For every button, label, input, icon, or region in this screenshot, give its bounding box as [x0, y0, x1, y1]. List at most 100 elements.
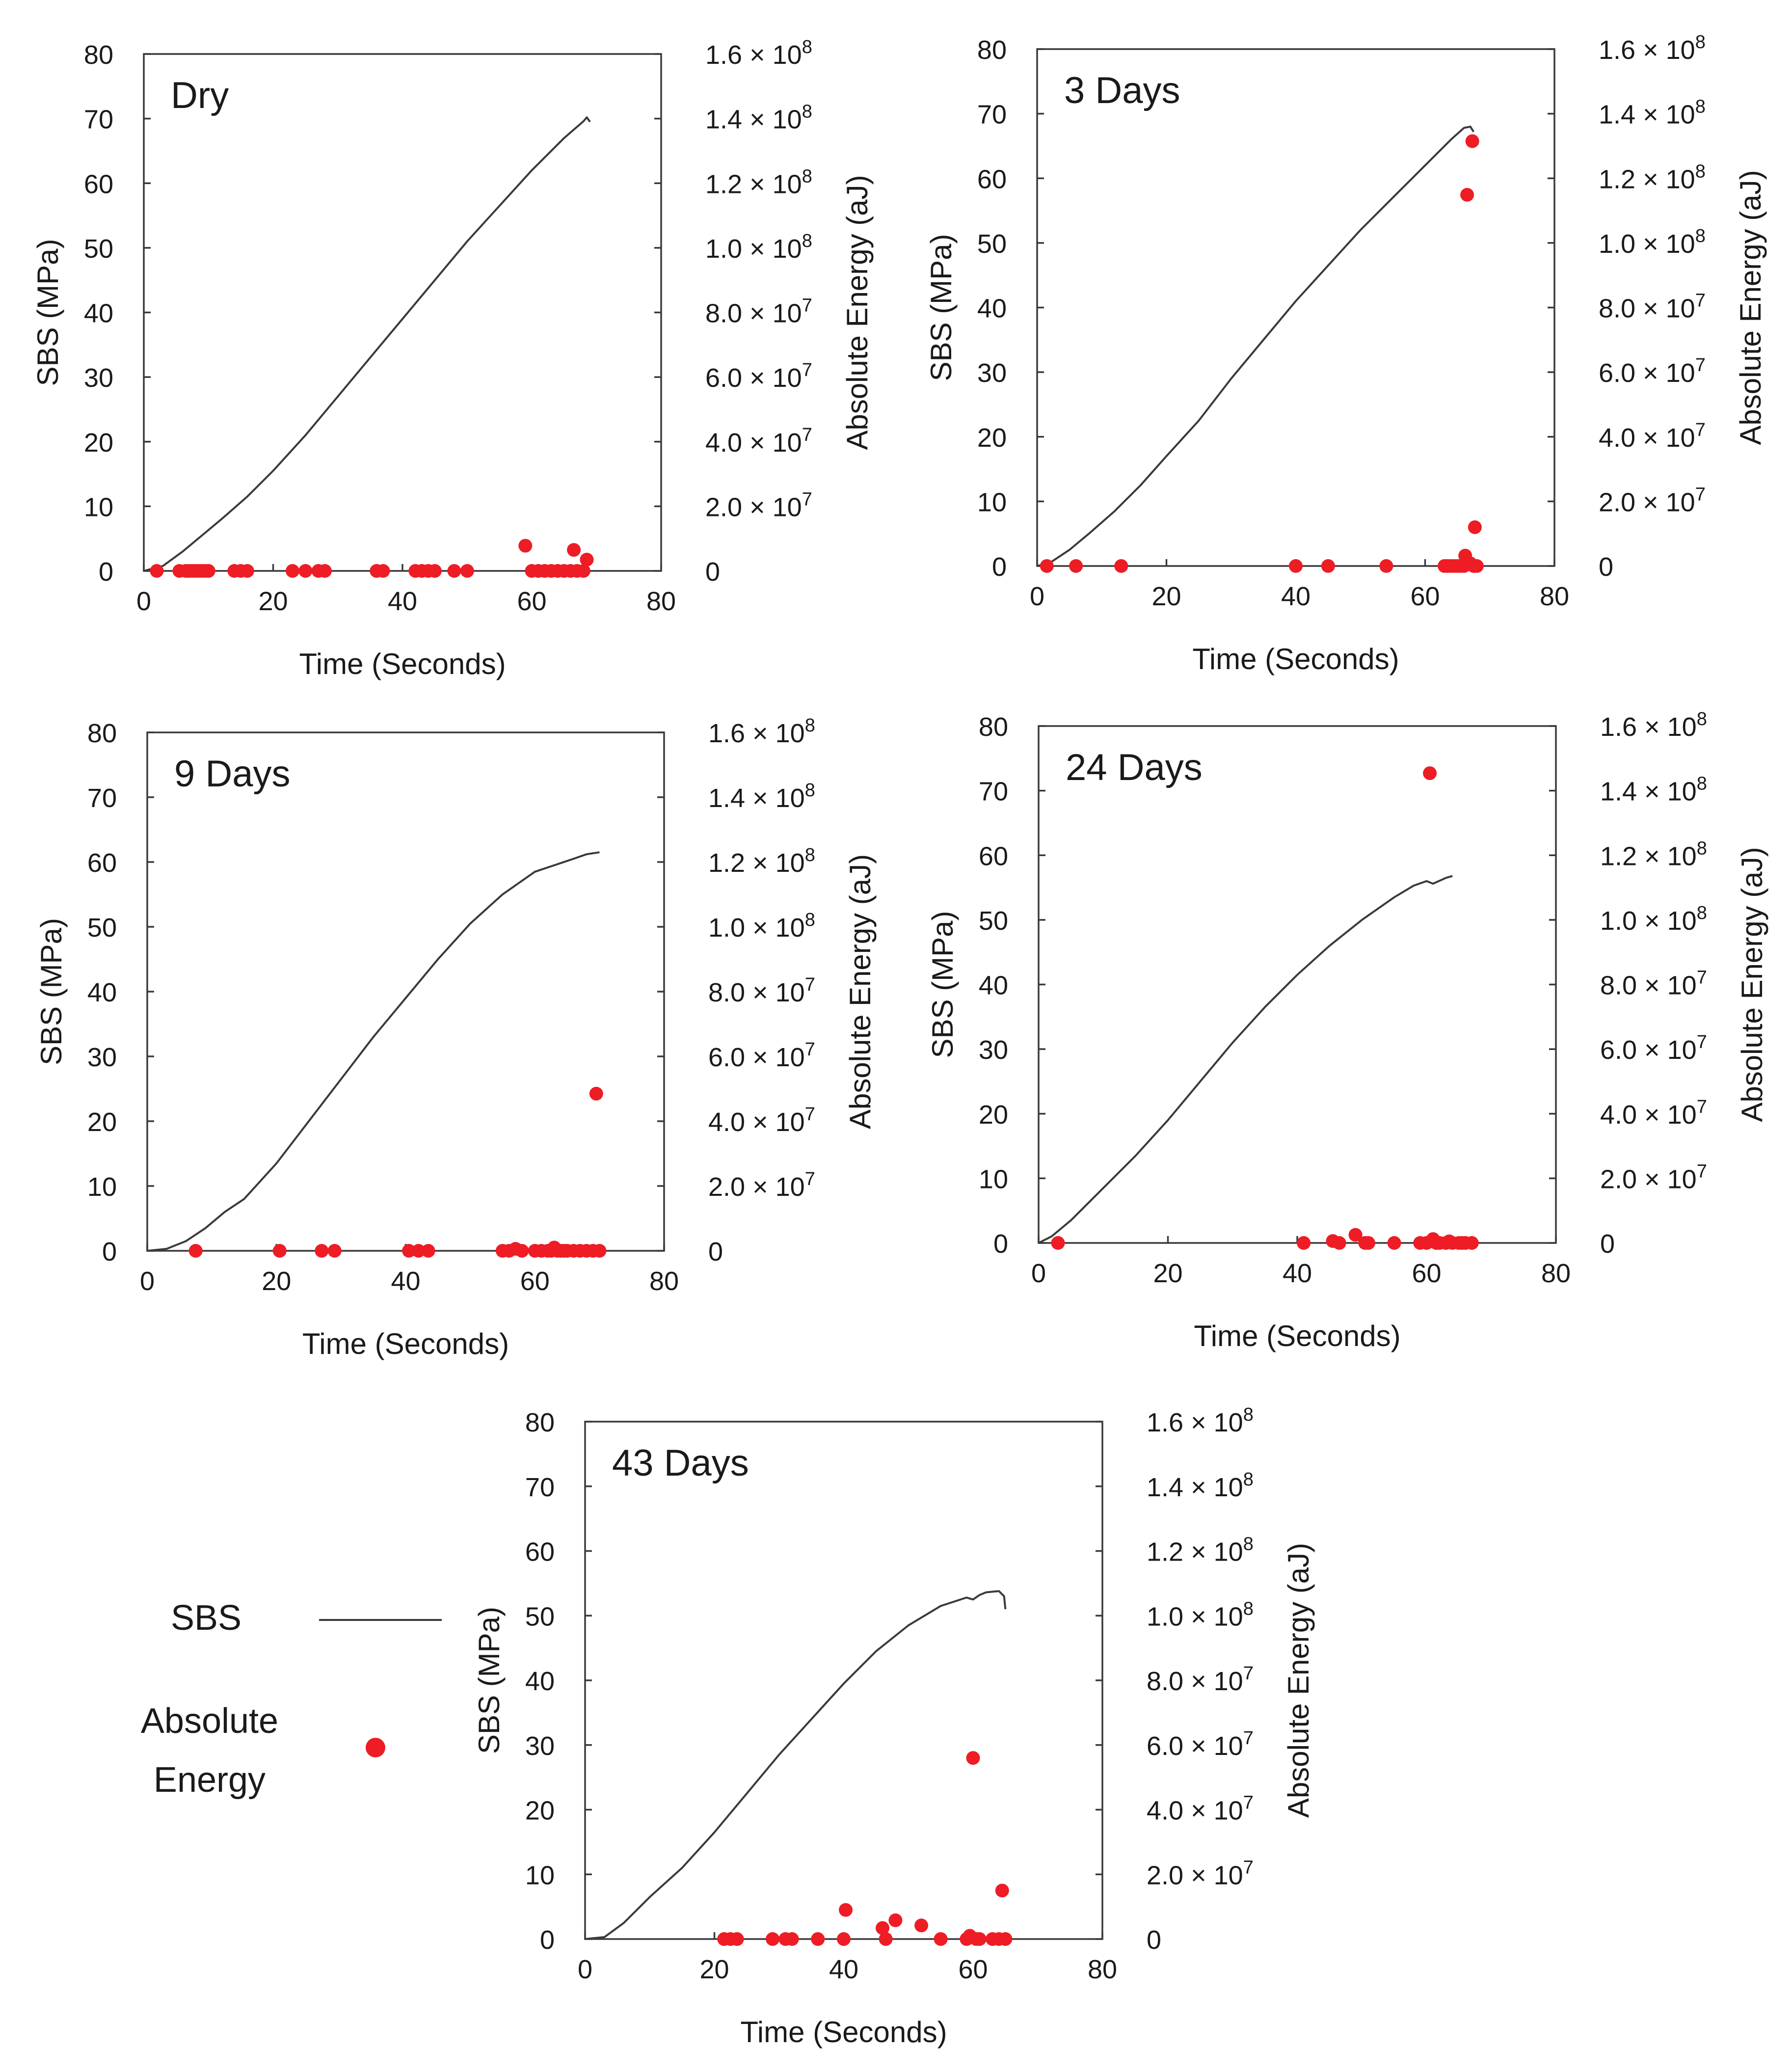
x-axis-label: Time (Seconds) — [299, 647, 506, 680]
panel-title: 24 Days — [1066, 747, 1203, 788]
x-tick-label: 80 — [1540, 582, 1569, 611]
y-tick-label: 0 — [993, 1229, 1008, 1259]
x-tick-label: 60 — [520, 1267, 550, 1296]
sbs-series-line — [143, 116, 591, 572]
y-tick-label: 50 — [977, 229, 1007, 259]
x-tick-label: 60 — [958, 1955, 988, 1984]
y2-tick-label: 4.0 × 107 — [1147, 1793, 1254, 1826]
y-tick-label: 30 — [87, 1043, 117, 1072]
x-tick-label: 0 — [140, 1267, 155, 1296]
y2-tick-label: 4.0 × 107 — [1599, 420, 1706, 453]
y-axis-label: SBS (MPa) — [925, 234, 958, 381]
energy-point — [914, 1918, 929, 1933]
energy-point — [1465, 134, 1479, 148]
y2-tick-label: 0 — [708, 1237, 723, 1267]
y2-tick-label: 2.0 × 107 — [1599, 484, 1706, 517]
energy-point — [327, 1244, 342, 1258]
y-tick-label: 0 — [540, 1925, 555, 1955]
x-axis-label: Time (Seconds) — [740, 2016, 947, 2049]
y-tick-label: 20 — [977, 423, 1007, 453]
y-tick-label: 80 — [84, 40, 113, 70]
energy-point — [1289, 559, 1303, 573]
energy-point — [730, 1932, 744, 1946]
energy-point — [580, 553, 594, 566]
chart-panel-3: 9 Days 0 20 40 60 80 0 10 20 30 40 50 60 70 80 0 2.0 × 1… — [35, 715, 877, 1360]
y-tick-label: 80 — [979, 712, 1008, 742]
y-tick-label: 40 — [84, 299, 113, 328]
y2-tick-label: 1.6 × 108 — [1147, 1404, 1254, 1437]
energy-point — [592, 1244, 607, 1258]
y2-tick-label: 6.0 × 107 — [705, 360, 812, 393]
energy-point — [1470, 559, 1484, 573]
energy-point — [995, 1884, 1009, 1898]
y-tick-label: 60 — [977, 164, 1007, 194]
y-axis-label: SBS (MPa) — [473, 1607, 506, 1754]
x-tick-label: 80 — [649, 1267, 679, 1296]
energy-point — [240, 564, 254, 578]
y2-tick-label: 6.0 × 107 — [708, 1039, 815, 1072]
energy-point — [447, 564, 461, 578]
energy-point — [1069, 559, 1083, 573]
y2-tick-label: 2.0 × 107 — [1600, 1161, 1707, 1194]
y2-tick-label: 1.6 × 108 — [705, 37, 812, 70]
y-tick-label: 20 — [84, 428, 113, 458]
y2-tick-label: 0 — [1599, 552, 1613, 582]
y2-tick-label: 4.0 × 107 — [708, 1104, 815, 1137]
sbs-series-line — [585, 1590, 1007, 1940]
y2-tick-label: 8.0 × 107 — [1600, 968, 1707, 1000]
energy-point — [272, 1244, 287, 1258]
energy-point — [402, 1244, 416, 1258]
y2-tick-label: 1.2 × 108 — [705, 166, 812, 199]
energy-point — [1114, 559, 1128, 573]
y-tick-label: 0 — [99, 557, 113, 587]
y-tick-label: 70 — [525, 1473, 555, 1502]
panel-title: 3 Days — [1064, 70, 1180, 111]
y-tick-label: 40 — [87, 978, 117, 1007]
y-tick-label: 60 — [87, 848, 117, 878]
y2-tick-label: 1.2 × 108 — [1147, 1534, 1254, 1567]
x-tick-label: 20 — [699, 1955, 729, 1984]
y2-tick-label: 1.0 × 108 — [708, 910, 815, 943]
y-tick-label: 30 — [979, 1035, 1008, 1065]
y-axis-label: SBS (MPa) — [31, 239, 64, 386]
energy-point — [972, 1932, 987, 1946]
y2-tick-label: 1.4 × 108 — [1600, 774, 1707, 807]
y-tick-label: 60 — [525, 1537, 555, 1567]
energy-point — [376, 564, 390, 578]
y2-tick-label: 1.6 × 108 — [708, 715, 815, 748]
y-tick-label: 50 — [525, 1602, 555, 1631]
y2-tick-label: 2.0 × 107 — [1147, 1857, 1254, 1890]
y-tick-label: 10 — [84, 492, 113, 522]
y2-tick-label: 1.0 × 108 — [1599, 226, 1706, 259]
y-tick-label: 10 — [87, 1172, 117, 1202]
energy-point — [839, 1903, 853, 1917]
x-tick-label: 0 — [136, 587, 151, 616]
x-axis-label: Time (Seconds) — [302, 1327, 509, 1360]
chart-panel-5: 43 Days 0 20 40 60 80 0 10 20 30 40 50 60 70 80 0 2.0 × … — [473, 1404, 1315, 2049]
y2-tick-label: 1.2 × 108 — [708, 845, 815, 878]
y-tick-label: 50 — [87, 913, 117, 943]
y-tick-label: 60 — [84, 169, 113, 199]
sbs-series-line — [147, 851, 600, 1252]
sbs-series-line — [1037, 126, 1474, 567]
energy-point — [421, 1244, 435, 1258]
y2-tick-label: 6.0 × 107 — [1147, 1728, 1254, 1761]
y2-tick-label: 0 — [705, 557, 720, 587]
y-tick-label: 0 — [992, 552, 1007, 582]
x-tick-label: 40 — [829, 1955, 858, 1984]
energy-point — [201, 564, 215, 578]
energy-point — [515, 1244, 529, 1258]
panel-title: 9 Days — [174, 753, 291, 795]
sbs-series-line — [1038, 875, 1453, 1244]
x-tick-label: 80 — [646, 587, 676, 616]
x-tick-label: 20 — [1151, 582, 1181, 611]
energy-point — [460, 564, 474, 578]
energy-point — [1465, 1236, 1479, 1250]
energy-point — [1379, 559, 1393, 573]
x-tick-label: 40 — [1281, 582, 1311, 611]
y2-axis-label: Absolute Energy (aJ) — [841, 175, 874, 450]
y2-tick-label: 8.0 × 107 — [708, 974, 815, 1007]
y2-tick-label: 8.0 × 107 — [705, 296, 812, 328]
energy-point — [1460, 188, 1474, 202]
